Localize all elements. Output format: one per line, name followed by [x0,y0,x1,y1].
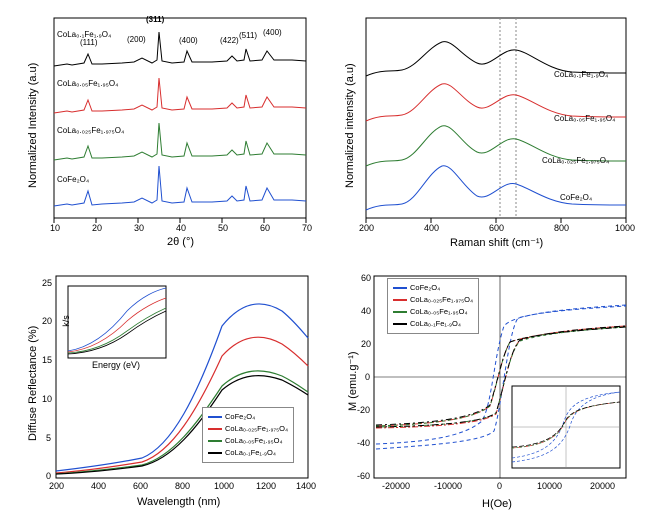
xrd-xlabel: 2θ (°) [167,236,194,248]
xrd-s1: CoLa₀.₀₅Fe₁.₉₅O₄ [57,79,118,88]
xrd-xt3: 40 [176,223,186,233]
raman-xt0: 200 [359,223,374,233]
dr-inset-xlabel: Energy (eV) [92,360,140,370]
mh-xt0: -20000 [382,481,410,491]
xrd-s2: CoLa₀.₀₂₅Fe₁.₉₇₅O₄ [57,126,124,135]
dr-leg2: CoLa₀.₀₅Fe₁.₉₅O₄ [225,435,283,447]
dr-yt4: 20 [42,316,52,326]
mh-yt6: 60 [361,273,371,283]
dr-leg3: CoLa₀.₁Fe₁.₉O₄ [225,447,276,459]
raman-s2: CoLa₀.₀₂₅Fe₁.₉₇₅O₄ [542,156,609,165]
peak-400a: (400) [179,36,198,45]
raman-ylabel: Normalized intensity (a.u) [344,63,356,188]
xrd-s0: CoLa₀.₁Fe₁.₉O₄ [57,30,111,39]
raman-plot [332,8,638,258]
dr-ylabel: Diffuse Reflectance (%) [27,326,39,441]
raman-xt3: 800 [554,223,569,233]
mh-yt3: 0 [365,372,370,382]
raman-xt4: 1000 [615,223,635,233]
mh-yt0: -60 [357,471,370,481]
dr-yt5: 25 [42,278,52,288]
mh-yt4: 20 [361,339,371,349]
raman-s3: CoFe₂O₄ [560,193,592,202]
dr-xt0: 200 [49,481,64,491]
mh-xt3: 10000 [537,481,562,491]
mh-leg1: CoLa₀.₀₂₅Fe₁.₉₇₅O₄ [410,294,473,306]
raman-s0: CoLa₀.₁Fe₁.₉O₄ [554,70,608,79]
xrd-xt5: 60 [260,223,270,233]
mh-yt2: -20 [357,405,370,415]
mh-ylabel: M (emu.g⁻¹) [346,351,359,411]
peak-111: (111) [80,38,98,47]
dr-yt1: 5 [46,433,51,443]
mh-yt5: 40 [361,306,371,316]
xrd-ylabel: Normalized Intensity (a.u) [27,63,39,188]
mh-xlabel: H(Oe) [482,498,512,510]
dr-yt2: 10 [42,394,52,404]
peak-511: (511) [239,31,257,40]
dr-leg1: CoLa₀.₀₂₅Fe₁.₉₇₅O₄ [225,423,288,435]
xrd-xt4: 50 [218,223,228,233]
raman-panel: CoLa₀.₁Fe₁.₉O₄ CoLa₀.₀₅Fe₁.₉₅O₄ CoLa₀.₀₂… [332,8,638,258]
mh-leg2: CoLa₀.₀₅Fe₁.₉₅O₄ [410,306,468,318]
dr-inset-ylabel: k/s [61,315,71,327]
dr-xt3: 800 [175,481,190,491]
mh-xt4: 20000 [590,481,615,491]
mh-xt1: -10000 [434,481,462,491]
mh-yt1: -40 [357,438,370,448]
mh-xt2: 0 [497,481,502,491]
xrd-xt1: 20 [92,223,102,233]
mh-legend: CoFe₂O₄ CoLa₀.₀₂₅Fe₁.₉₇₅O₄ CoLa₀.₀₅Fe₁.₉… [387,278,479,334]
peak-311: (311) [146,15,164,24]
dr-panel: k/s Energy (eV) CoFe₂O₄ CoLa₀.₀₂₅Fe₁.₉₇₅… [12,266,322,518]
mh-panel: CoFe₂O₄ CoLa₀.₀₂₅Fe₁.₉₇₅O₄ CoLa₀.₀₅Fe₁.₉… [332,266,638,518]
dr-xt6: 1400 [296,481,316,491]
dr-yt3: 15 [42,355,52,365]
xrd-xt2: 30 [134,223,144,233]
mh-leg3: CoLa₀.₁Fe₁.₉O₄ [410,318,461,330]
dr-xt4: 1000 [214,481,234,491]
xrd-s3: CoFe₂O₄ [57,175,89,184]
dr-xlabel: Wavelength (nm) [137,496,220,508]
dr-leg0: CoFe₂O₄ [225,411,255,423]
peak-400b: (400) [263,28,282,37]
dr-yt0: 0 [46,471,51,481]
peak-422: (422) [220,36,239,45]
dr-xt5: 1200 [256,481,276,491]
dr-xt2: 600 [133,481,148,491]
raman-xt1: 400 [424,223,439,233]
xrd-xt0: 10 [50,223,60,233]
mh-leg0: CoFe₂O₄ [410,282,440,294]
raman-xt2: 600 [489,223,504,233]
raman-xlabel: Raman shift (cm⁻¹) [450,236,543,249]
xrd-xt6: 70 [302,223,312,233]
xrd-panel: (111) (200) (311) (400) (422) (511) (400… [12,8,322,258]
dr-xt1: 400 [91,481,106,491]
peak-200: (200) [127,35,146,44]
dr-legend: CoFe₂O₄ CoLa₀.₀₂₅Fe₁.₉₇₅O₄ CoLa₀.₀₅Fe₁.₉… [202,407,294,463]
raman-s1: CoLa₀.₀₅Fe₁.₉₅O₄ [554,114,615,123]
